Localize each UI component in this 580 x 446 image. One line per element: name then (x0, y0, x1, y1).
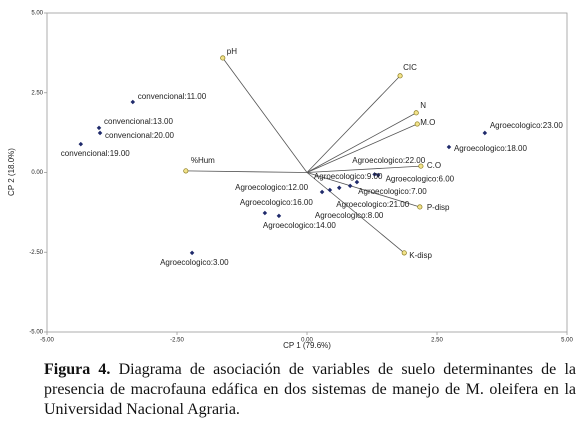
point-label: Agroecologico:14.00 (263, 221, 336, 230)
point (336, 185, 342, 191)
vector-end (413, 110, 419, 116)
vector-label: %Hum (191, 156, 215, 165)
loading-vector (222, 57, 308, 173)
point (189, 250, 195, 256)
vector-end (414, 121, 420, 127)
vector-label: C.O (427, 161, 441, 170)
point-label: Agroecologico:6.00 (386, 175, 455, 184)
vector-label: K-disp (409, 251, 432, 260)
vector-label: M.O (420, 118, 435, 127)
point-label: Agroecologico:16.00 (240, 198, 313, 207)
vector-end (183, 168, 189, 174)
point-label: convencional:13.00 (104, 117, 173, 126)
vector-end (401, 250, 407, 256)
point-label: Agroecologico:9.00 (314, 172, 383, 181)
loading-vector (306, 123, 418, 173)
y-tick-label: 0.00 (31, 170, 43, 176)
point-label: Agroecologico:21.00 (336, 200, 409, 209)
vector-label: pH (227, 47, 237, 56)
y-tick-label: 5.00 (31, 11, 43, 17)
point (276, 213, 282, 219)
x-tick-label: -2.50 (170, 338, 184, 344)
point (347, 183, 353, 189)
point-label: Agroecologico:12.00 (235, 183, 308, 192)
x-tick-label: 5.00 (561, 338, 573, 344)
x-tick-label: 0.00 (301, 338, 313, 344)
loading-vector (306, 172, 405, 254)
y-axis-label: CP 2 (18.0%) (7, 148, 16, 196)
point-label: Agroecologico:18.00 (454, 144, 527, 153)
vector-end (220, 55, 226, 61)
loading-vector (306, 75, 401, 173)
point-label: convencional:11.00 (138, 92, 207, 101)
point (482, 130, 488, 136)
point-label: Agroecologico:8.00 (315, 211, 384, 220)
point (96, 125, 102, 131)
x-axis-label: CP 1 (79.6%) (283, 341, 331, 350)
vector-label: CIC (403, 63, 417, 72)
vector-label: N (420, 101, 426, 110)
vector-end (417, 204, 423, 210)
point-label: Agroecologico:22.00 (352, 156, 425, 165)
point (97, 130, 103, 136)
loading-vector (306, 172, 420, 208)
point-label: convencional:19.00 (61, 149, 130, 158)
y-tick-label: -5.00 (29, 330, 43, 336)
y-tick-label: -2.50 (29, 250, 43, 256)
caption-text: Diagrama de asociación de variables de s… (44, 361, 577, 418)
point (375, 172, 381, 178)
point (78, 141, 84, 147)
chart: CP 1 (79.6%) CP 2 (18.0%) -5.00 -2.50 0.00… (7, 11, 573, 351)
loading-vector (306, 112, 417, 173)
vector-label: P-disp (427, 203, 450, 212)
point (130, 99, 136, 105)
caption-label: Figura 4. (44, 361, 111, 378)
loading-vector (306, 165, 421, 173)
y-tick-label: 2.50 (31, 90, 43, 96)
point (319, 189, 325, 195)
point-label: Agroecologico:3.00 (160, 258, 229, 267)
vector-end (418, 163, 424, 169)
caption: Figura 4. Diagrama de asociación de vari… (44, 360, 576, 420)
x-tick-label: -5.00 (40, 338, 54, 344)
point (446, 144, 452, 150)
point (327, 187, 333, 193)
loading-vector (185, 170, 308, 173)
point-label: Agroecologico:7.00 (358, 187, 427, 196)
vector-end (397, 73, 403, 79)
x-tick-label: 2.50 (431, 338, 443, 344)
point-label: Agroecologico:23.00 (490, 121, 563, 130)
point (262, 210, 268, 216)
point-label: convencional:20.00 (105, 131, 174, 140)
